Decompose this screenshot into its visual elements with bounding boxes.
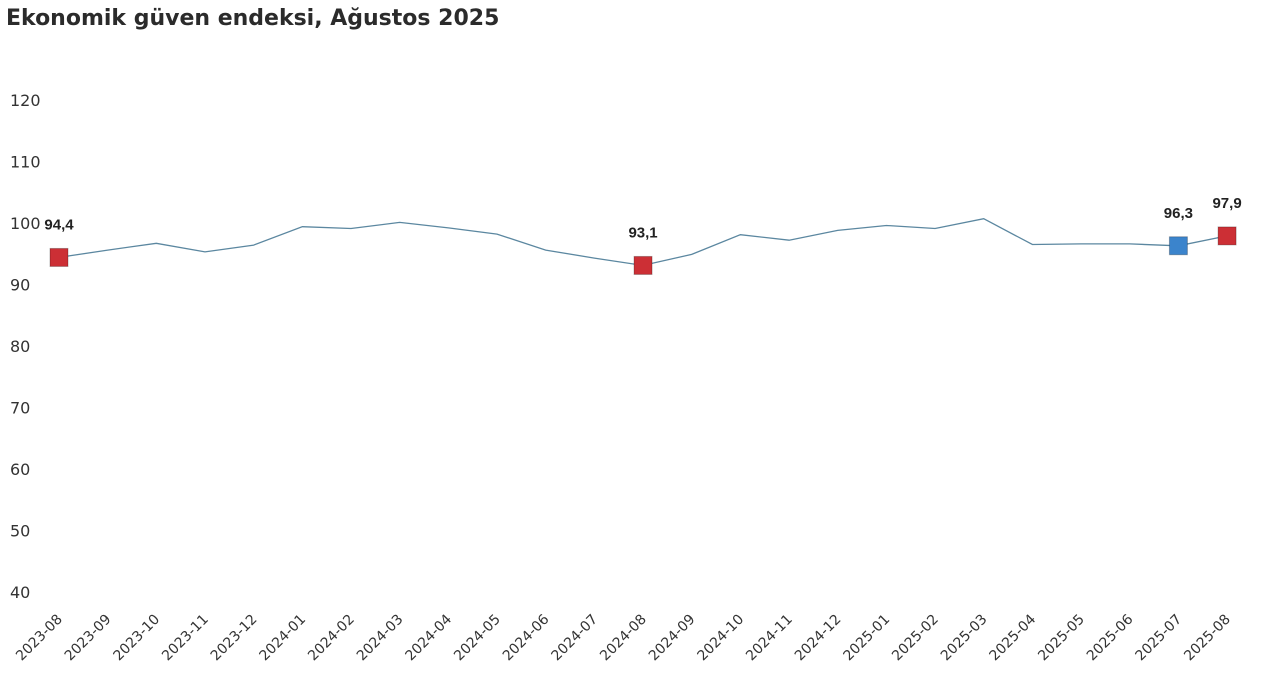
x-tick-label: 2024-10 — [695, 612, 748, 665]
x-tick-label: 2023-09 — [62, 612, 115, 665]
x-tick-label: 2023-12 — [208, 612, 261, 665]
y-tick-label: 120 — [10, 91, 41, 110]
x-tick-label: 2025-01 — [841, 612, 894, 665]
data-label: 93,1 — [628, 224, 657, 241]
chart-title: Ekonomik güven endeksi, Ağustos 2025 — [6, 6, 500, 31]
data-point-marker — [1168, 236, 1188, 256]
x-tick-label: 2024-12 — [792, 612, 845, 665]
x-tick-label: 2024-11 — [743, 612, 796, 665]
x-tick-label: 2025-03 — [938, 612, 991, 665]
y-tick-label: 90 — [10, 276, 30, 295]
x-tick-label: 2023-11 — [159, 612, 212, 665]
y-tick-label: 110 — [10, 153, 41, 172]
x-tick-label: 2024-07 — [549, 612, 602, 665]
y-tick-label: 70 — [10, 399, 30, 418]
data-label: 97,9 — [1212, 195, 1241, 212]
x-tick-label: 2025-05 — [1035, 612, 1088, 665]
x-tick-label: 2023-08 — [13, 612, 66, 665]
x-tick-label: 2025-04 — [987, 611, 1040, 664]
x-axis: 2023-082023-092023-102023-112023-122024-… — [13, 611, 1234, 664]
x-tick-label: 2025-02 — [889, 612, 942, 665]
x-tick-label: 2024-01 — [256, 612, 309, 665]
x-tick-label: 2024-05 — [451, 612, 504, 665]
y-axis: 40 50 60 70 80 90 100 110 120 — [10, 91, 41, 602]
x-tick-label: 2025-07 — [1133, 612, 1186, 665]
plot-area: 94,4 93,1 96,3 97,9 — [44, 195, 1242, 275]
x-tick-label: 2023-10 — [110, 612, 163, 665]
x-tick-label: 2025-08 — [1181, 612, 1234, 665]
x-tick-label: 2024-04 — [403, 611, 456, 664]
x-tick-label: 2024-06 — [500, 611, 553, 664]
x-tick-label: 2024-09 — [646, 612, 699, 665]
data-label: 96,3 — [1164, 205, 1193, 222]
y-tick-label: 50 — [10, 522, 30, 541]
x-tick-label: 2024-02 — [305, 612, 358, 665]
y-tick-label: 60 — [10, 460, 30, 479]
x-tick-label: 2024-08 — [597, 612, 650, 665]
data-point-marker — [49, 247, 69, 267]
data-label: 94,4 — [44, 216, 74, 233]
x-tick-label: 2024-03 — [354, 612, 407, 665]
data-point-marker — [1217, 226, 1237, 246]
y-tick-label: 80 — [10, 337, 30, 356]
y-tick-label: 100 — [10, 214, 41, 233]
x-tick-label: 2025-06 — [1084, 611, 1137, 664]
y-tick-label: 40 — [10, 583, 30, 602]
data-point-marker — [633, 255, 653, 275]
